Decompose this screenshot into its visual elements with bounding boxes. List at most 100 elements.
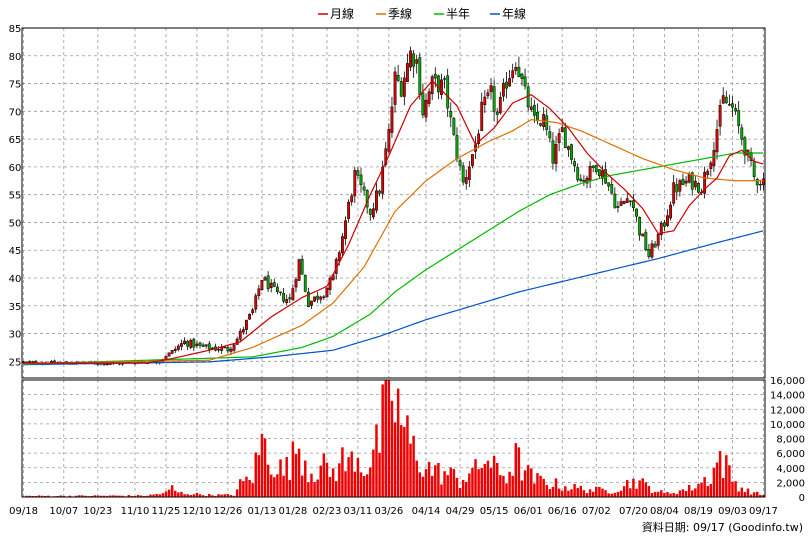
candle-body <box>669 204 672 219</box>
candle-body <box>421 92 425 116</box>
volume-bar <box>641 478 644 497</box>
candle-body <box>585 177 589 184</box>
volume-bar <box>217 494 220 497</box>
volume-bar <box>458 488 462 497</box>
volume-bar <box>650 492 654 497</box>
volume-bar <box>437 462 440 497</box>
candle-body <box>687 173 691 183</box>
candle-body <box>337 252 341 262</box>
source-label: 資料日期: 09/17 (Goodinfo.tw) <box>642 520 803 534</box>
candle-body <box>678 180 682 192</box>
candle-body <box>313 296 316 302</box>
volume-bar <box>390 400 394 497</box>
volume-bar <box>638 480 641 497</box>
volume-bar <box>316 479 319 497</box>
date-tick-label: 12/10 <box>183 506 212 517</box>
volume-bar <box>310 473 313 497</box>
volume-bar <box>365 474 369 497</box>
candle-body <box>427 91 431 104</box>
volume-bar <box>276 474 279 497</box>
candle-body <box>375 190 378 211</box>
volume-bar <box>601 488 604 497</box>
volume-bar <box>313 482 316 497</box>
candle-body <box>269 282 273 288</box>
price-tick-label: 65 <box>9 135 22 146</box>
candle-body <box>449 111 453 118</box>
volume-bar <box>530 468 533 497</box>
candle-body <box>588 166 592 181</box>
candle-body <box>272 282 276 287</box>
volume-bar <box>170 485 174 497</box>
volume-bar <box>564 486 567 497</box>
date-tick-label: 05/15 <box>480 506 509 517</box>
candle-body <box>356 170 360 176</box>
candle-body <box>430 76 434 95</box>
candle-body <box>31 361 35 363</box>
candle-body <box>656 233 660 246</box>
volume-bar <box>492 455 496 497</box>
candle-body <box>731 103 734 108</box>
candle-body <box>514 67 518 71</box>
volume-bar <box>508 471 511 497</box>
volume-bar <box>749 494 753 497</box>
volume-bar <box>551 486 555 497</box>
candle-body <box>359 174 363 186</box>
volume-bar <box>762 495 765 497</box>
candle-body <box>610 184 614 194</box>
volume-bar <box>90 495 93 497</box>
volume-bar <box>520 480 524 497</box>
candle-body <box>418 57 422 96</box>
date-tick-label: 07/20 <box>619 506 648 517</box>
candle-body <box>591 165 595 168</box>
candle-body <box>322 296 326 299</box>
volume-bar <box>647 485 651 497</box>
volume-bar <box>675 494 679 497</box>
volume-bar <box>381 384 384 497</box>
volume-tick-label: 6,000 <box>776 449 805 460</box>
price-tick-label: 45 <box>9 246 22 257</box>
candle-body <box>721 95 725 104</box>
candle-body <box>306 291 310 308</box>
volume-bar <box>198 494 202 497</box>
volume-bar <box>455 477 459 497</box>
candle-body <box>303 274 307 292</box>
volume-bar <box>672 493 675 497</box>
legend-label: 月線 <box>330 6 354 21</box>
volume-bar <box>409 443 412 497</box>
volume-bar <box>461 479 465 497</box>
volume-bar <box>560 490 564 497</box>
candle-body <box>480 101 484 131</box>
volume-bar <box>666 492 669 497</box>
candle-body <box>409 50 412 68</box>
volume-bar <box>625 480 629 497</box>
volume-bar <box>59 495 62 497</box>
volume-bar <box>576 488 579 497</box>
volume-bar <box>545 485 548 497</box>
volume-bar <box>220 494 223 497</box>
volume-bar <box>307 482 310 497</box>
volume-bar <box>341 447 344 497</box>
candle-body <box>275 286 279 292</box>
candle-body <box>310 300 313 306</box>
volume-bar <box>384 380 387 497</box>
volume-bar <box>174 490 177 497</box>
volume-bar <box>359 472 363 497</box>
volume-tick-label: 2,000 <box>776 478 805 489</box>
candle-body <box>436 75 440 93</box>
candle-body <box>251 309 255 314</box>
volume-bar <box>427 461 431 497</box>
candle-body <box>402 77 406 97</box>
volume-bar <box>393 422 397 497</box>
volume-bar <box>505 483 508 497</box>
volume-bar <box>223 494 227 497</box>
candle-body <box>300 259 304 275</box>
volume-bar <box>570 489 573 497</box>
volume-bar <box>127 495 131 497</box>
volume-bar <box>468 473 471 497</box>
volume-bar <box>684 491 688 497</box>
candle-body <box>217 349 220 351</box>
candle-body <box>659 222 663 235</box>
candle-body <box>511 70 515 79</box>
volume-bar <box>25 495 28 497</box>
